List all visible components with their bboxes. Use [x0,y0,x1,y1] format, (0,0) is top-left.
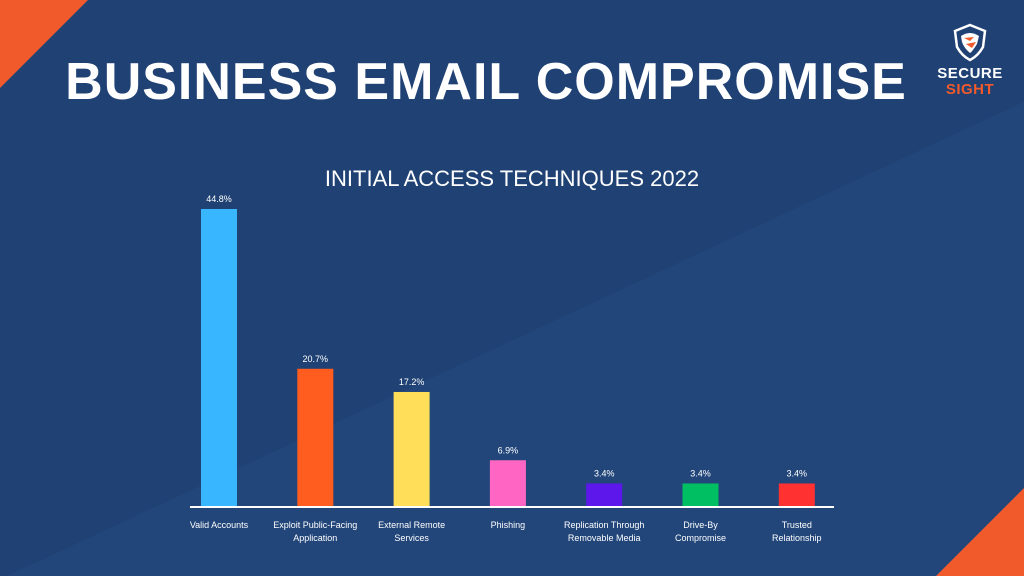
chart-title: INITIAL ACCESS TECHNIQUES 2022 [325,166,699,191]
bar [489,460,526,506]
x-tick-label: Valid Accounts [190,520,249,530]
x-tick-label: External Remote [378,520,445,530]
data-label: 44.8% [206,194,232,204]
bar [682,483,719,506]
data-label: 6.9% [498,445,519,455]
x-tick-label: Phishing [491,520,526,530]
data-label: 3.4% [690,468,711,478]
x-tick-label: Services [394,533,429,543]
secure-sight-logo: SECURE SIGHT [935,22,1005,98]
data-label: 3.4% [787,468,808,478]
corner-decoration-top-left [0,0,88,88]
page-title: BUSINESS EMAIL COMPROMISE [65,53,907,111]
data-label: 3.4% [594,468,615,478]
bar [778,483,815,506]
x-tick-label: Drive-By [683,520,718,530]
x-tick-label: Replication Through [564,520,644,530]
bar [393,391,430,506]
x-tick-label: Compromise [675,533,726,543]
data-label: 20.7% [303,354,329,364]
x-tick-label: Application [293,533,337,543]
logo-text-secure: SECURE [937,65,1003,82]
bar [201,209,237,506]
x-tick-label: Relationship [772,533,822,543]
data-label: 17.2% [399,377,425,387]
x-tick-label: Exploit Public-Facing [273,520,357,530]
x-tick-label: Trusted [782,520,812,530]
bar [297,368,334,506]
logo-text-sight: SIGHT [945,81,995,98]
shield-eagle-icon [953,23,987,62]
x-tick-label: Removable Media [568,533,641,543]
bar [586,483,623,506]
corner-decoration-bottom-right [936,488,1024,576]
